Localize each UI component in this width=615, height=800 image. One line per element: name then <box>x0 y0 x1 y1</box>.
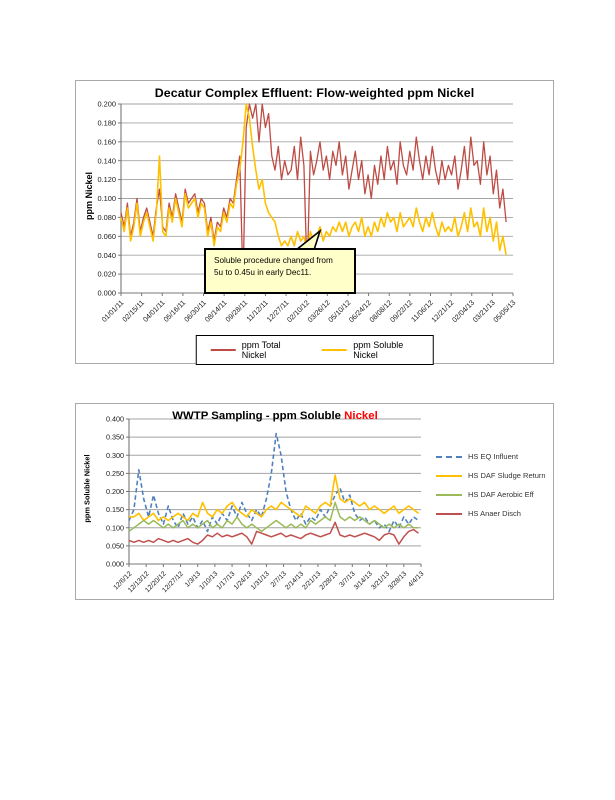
chart-decatur-effluent: 0.000 0.020 0.040 0.060 0.080 0.100 0.120 0.140… <box>75 80 554 365</box>
y-tick-label: 0.400 <box>106 415 124 424</box>
chart-wwtp-sampling: 0.000 0.050 0.100 0.150 0.200 0.250 0.300 0.350… <box>75 403 554 600</box>
y-tick-label: 0.160 <box>98 137 117 146</box>
legend-item: HS EQ Influent <box>436 452 546 461</box>
annotation-line-2: 5u to 0.45u in early Dec11. <box>214 268 312 278</box>
chart2-title: WWTP Sampling - ppm Soluble Nickel <box>129 410 421 422</box>
x-tick-label: 05/05/13 <box>491 298 517 324</box>
chart2-plot-area: 0.000 0.050 0.100 0.150 0.200 0.250 0.300 0.350… <box>106 415 426 595</box>
legend-label: HS EQ Influent <box>468 452 519 461</box>
chart2-title-main: WWTP Sampling - ppm Soluble <box>172 410 345 422</box>
chart2-y-axis-title: ppm Soluble Nickel <box>82 454 92 523</box>
series-hs-daf-aerobic-eff <box>128 501 419 533</box>
y-tick-label: 0.300 <box>106 451 124 460</box>
legend-item: ppm Soluble Nickel <box>321 340 419 360</box>
legend-label: ppm Total Nickel <box>241 340 281 360</box>
y-tick-label: 0.040 <box>98 251 117 260</box>
legend-swatch <box>321 349 348 351</box>
y-tick-label: 0.200 <box>98 100 117 109</box>
y-tick-label: 0.020 <box>98 270 117 279</box>
legend-item: HS DAF Sludge Return <box>436 471 546 480</box>
y-tick-label: 0.250 <box>106 469 124 478</box>
legend-item: HS DAF Aerobic Eff <box>436 490 546 499</box>
y-tick-label: 0.200 <box>106 487 124 496</box>
legend-label: HS DAF Sludge Return <box>468 471 546 480</box>
legend-label: ppm Soluble Nickel <box>353 340 404 360</box>
x-tick-label: 1/31/13 <box>250 570 271 591</box>
chart2-legend: HS EQ Influent HS DAF Sludge Return HS DAF… <box>436 452 546 518</box>
series-hs-anaer-disch <box>128 521 419 545</box>
y-tick-label: 0.000 <box>106 560 124 569</box>
y-tick-label: 0.100 <box>98 194 117 203</box>
y-tick-label: 0.150 <box>106 505 124 514</box>
chart1-legend: ppm Total Nickel ppm Soluble Nickel <box>195 335 434 365</box>
x-tick-label: 09/28/11 <box>223 298 249 324</box>
annotation-callout: Soluble procedure changed from 5u to 0.4… <box>204 248 356 294</box>
chart1-y-axis-title: ppm Nickel <box>84 172 94 221</box>
legend-label: HS Anaer Disch <box>468 509 521 518</box>
chart1-plot-area: 0.000 0.020 0.040 0.060 0.080 0.100 0.120 0.140… <box>98 100 518 325</box>
x-tick-label: 09/22/12 <box>388 298 414 324</box>
y-tick-label: 0.180 <box>98 119 117 128</box>
y-tick-label: 0.060 <box>98 232 117 241</box>
x-tick-label: 3/28/13 <box>387 570 408 591</box>
y-tick-label: 0.080 <box>98 213 117 222</box>
chart2-title-accent: Nickel <box>344 410 378 422</box>
y-tick-label: 0.140 <box>98 156 117 165</box>
legend-label: HS DAF Aerobic Eff <box>468 490 534 499</box>
legend-swatch <box>436 512 462 515</box>
y-tick-label: 0.100 <box>106 523 124 532</box>
y-tick-label: 0.000 <box>98 289 117 298</box>
y-tick-label: 0.050 <box>106 541 124 550</box>
legend-swatch <box>436 474 462 477</box>
x-tick-label: 2/28/13 <box>319 570 340 591</box>
legend-swatch <box>436 455 462 458</box>
annotation-line-1: Soluble procedure changed from <box>214 256 333 265</box>
y-tick-label: 0.120 <box>98 175 117 184</box>
legend-swatch <box>210 349 236 351</box>
legend-swatch <box>436 493 462 496</box>
x-tick-label: 4/4/13 <box>407 570 425 588</box>
legend-item: ppm Total Nickel <box>210 340 297 360</box>
series-hs-daf-sludge-return <box>129 474 419 522</box>
y-tick-label: 0.350 <box>106 433 124 442</box>
series-ppm-total-nickel <box>120 103 507 285</box>
legend-item: HS Anaer Disch <box>436 509 546 518</box>
chart1-title: Decatur Complex Effluent: Flow-weighted … <box>154 86 475 100</box>
